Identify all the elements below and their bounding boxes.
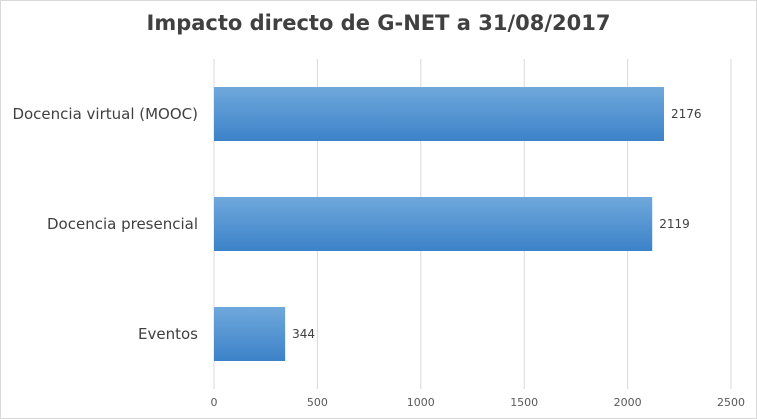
bar-2: [214, 197, 653, 251]
data-label: 2119: [659, 217, 690, 231]
x-tick-label: 2000: [614, 396, 642, 409]
bars: [214, 87, 664, 361]
data-label: 2176: [671, 107, 702, 121]
x-tick-label: 1500: [510, 396, 538, 409]
category-label: Docencia presencial: [47, 215, 198, 233]
x-tick-label: 2500: [717, 396, 745, 409]
data-label: 344: [292, 327, 315, 341]
x-tick-label: 0: [211, 396, 218, 409]
category-label: Eventos: [138, 325, 198, 343]
bar-3: [214, 307, 286, 361]
category-label: Docencia virtual (MOOC): [12, 105, 198, 123]
labels: 0 500 1000 1500 2000 2500 Docencia virtual (MO…: [12, 105, 745, 409]
chart-title: Impacto directo de G-NET a 31/08/2017: [146, 11, 611, 35]
bar-1: [214, 87, 664, 141]
x-tick-label: 500: [307, 396, 328, 409]
x-tick-label: 1000: [407, 396, 435, 409]
